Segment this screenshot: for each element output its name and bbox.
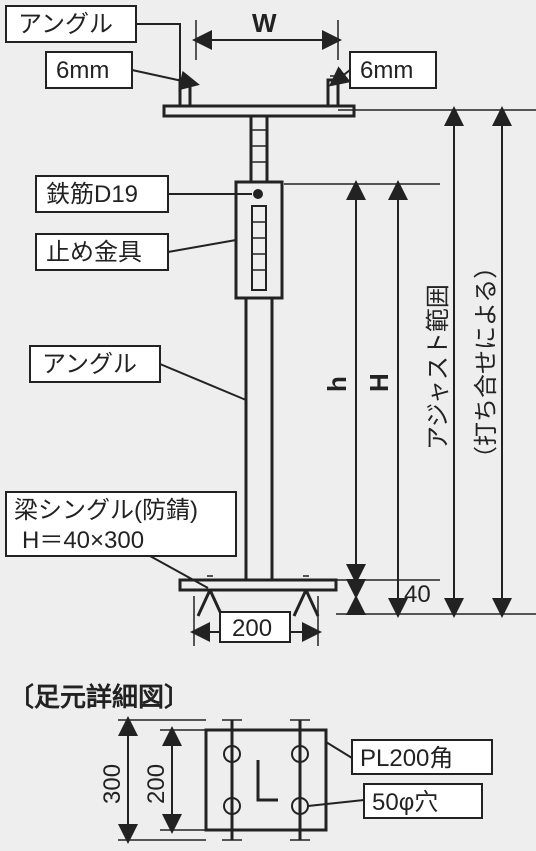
label-6mm-right: 6mm [332,52,436,88]
label-plate: PL200角 [326,740,492,774]
dim-200-text: 200 [232,615,272,642]
angle-side-text: アングル [42,351,137,378]
label-angle-top-text: アングル [18,11,113,38]
label-stopper: 止め金具 [36,234,236,270]
label-hole: 50φ穴 [308,784,482,818]
top-bracket [164,76,354,116]
base-plate-elev [180,576,336,616]
plate-text: PL200角 [360,745,453,772]
label-6mm-left: 6mm [46,52,196,88]
dim-strike: （打ち合せによる） [473,110,502,614]
main-post [246,298,272,580]
dim-300-text: 300 [99,764,126,804]
inner-post [251,116,267,182]
guide-sleeve [236,182,282,298]
six-right-text: 6mm [360,57,413,84]
adjust-text: アジャスト範囲 [425,284,452,450]
rebar-text: 鉄筋D19 [46,181,138,208]
dim-w-text: W [252,8,277,38]
beam-dim-text: H＝40×300 [22,527,144,554]
six-left-text: 6mm [56,57,109,84]
dim-200v: 200 [143,730,206,830]
label-angle-side: アングル [30,346,246,400]
plate-plan [206,720,326,840]
stopper-text: 止め金具 [46,239,142,266]
dim-H: H [364,184,398,614]
strike-text: （打ち合せによる） [473,255,500,470]
label-rebar: 鉄筋D19 [36,176,252,212]
foot-detail: 〔足元詳細図〕 300 [8,682,492,840]
diagram-svg: アングル W 6mm 6mm [0,0,536,851]
dim-adjust: アジャスト範囲 [425,110,454,614]
dim-h: h [322,184,356,580]
dim-H-text: H [364,373,394,392]
dim-40-text: 40 [404,581,431,608]
beam-text: 梁シングル(防錆) [14,497,198,524]
label-beam: 梁シングル(防錆) H＝40×300 [6,492,236,588]
dim-h-text: h [322,376,352,392]
dim-200v-text: 200 [143,764,170,804]
main-elevation: アングル W 6mm 6mm [6,6,536,646]
detail-title-text: 〔足元詳細図〕 [8,682,190,712]
hole-text: 50φ穴 [372,789,438,816]
dim-w: W [196,8,338,60]
dim-40: 40 [356,580,431,614]
